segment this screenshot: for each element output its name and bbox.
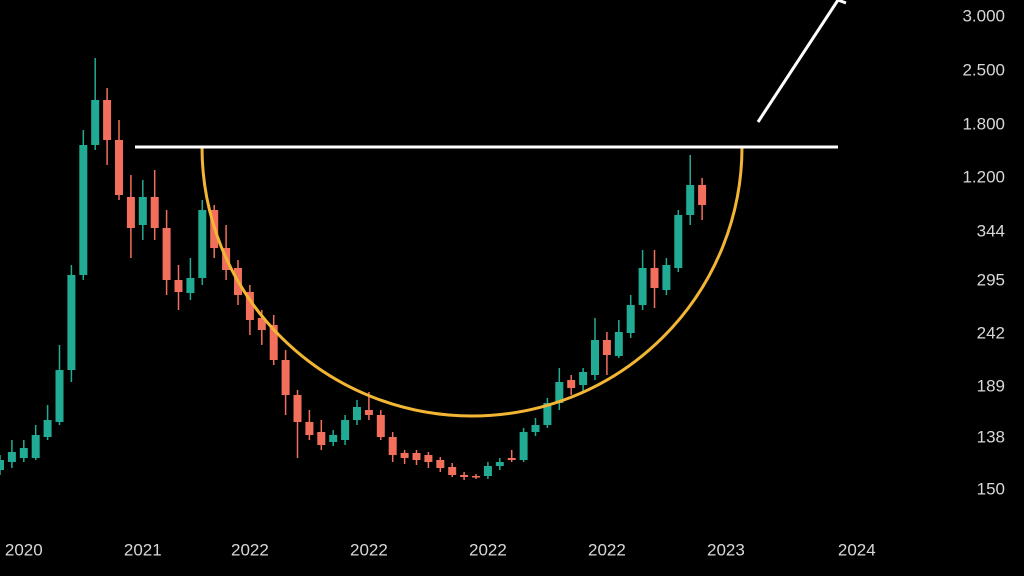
candle-body — [329, 435, 338, 442]
candle-body — [162, 228, 171, 280]
candle-body — [305, 422, 314, 435]
x-tick-label: 2022 — [588, 540, 626, 559]
y-tick-label: 295 — [977, 270, 1005, 289]
candle-body — [650, 268, 659, 288]
candle-body — [150, 197, 159, 228]
candle-body — [543, 403, 552, 425]
candle-body — [388, 437, 397, 455]
x-tick-label: 2022 — [469, 540, 507, 559]
y-tick-label: 242 — [977, 323, 1005, 342]
candle-body — [674, 215, 683, 268]
x-tick-label: 2021 — [124, 540, 162, 559]
x-tick-label: 2020 — [5, 540, 43, 559]
y-tick-label: 150 — [977, 479, 1005, 498]
candle-body — [483, 466, 492, 476]
candle-body — [626, 305, 635, 333]
candle-body — [638, 268, 647, 305]
candle-body — [43, 420, 52, 437]
candle-body — [79, 145, 88, 275]
y-tick-label: 138 — [977, 427, 1005, 446]
candle-body — [55, 370, 64, 422]
candle-body — [698, 185, 707, 205]
candle-body — [567, 380, 576, 388]
candle-body — [293, 395, 302, 422]
y-tick-label: 189 — [977, 376, 1005, 395]
candle-body — [472, 476, 480, 478]
candles — [0, 58, 707, 480]
x-tick-label: 2023 — [707, 540, 745, 559]
candle-body — [7, 452, 16, 462]
candle-body — [19, 448, 28, 458]
candle-body — [269, 325, 278, 360]
candle-body — [103, 100, 112, 140]
candle-body — [0, 460, 4, 470]
candle-body — [495, 462, 504, 466]
candle-body — [400, 453, 409, 458]
y-tick-label: 1.200 — [962, 167, 1005, 186]
candle-body — [412, 453, 421, 460]
y-tick-label: 344 — [977, 221, 1005, 240]
candle-body — [507, 458, 516, 460]
y-tick-label: 1.800 — [962, 114, 1005, 133]
cup-curve — [200, 146, 744, 418]
candle-body — [174, 280, 183, 292]
candle-body — [31, 435, 40, 458]
breakout-arrow — [756, 0, 840, 123]
candle-body — [686, 185, 695, 215]
candle-body — [341, 420, 350, 440]
candle-body — [531, 425, 540, 432]
y-tick-label: 2.500 — [962, 60, 1005, 79]
candle-body — [376, 415, 385, 437]
candle-body — [257, 318, 266, 330]
x-tick-label: 2024 — [838, 540, 876, 559]
candle-body — [186, 278, 195, 293]
candle-body — [91, 100, 100, 145]
candle-body — [602, 340, 611, 355]
candle-body — [579, 372, 588, 385]
candle-body — [281, 360, 290, 395]
candle-body — [245, 292, 254, 320]
y-tick-label: 3.000 — [962, 6, 1005, 25]
x-tick-label: 2022 — [231, 540, 269, 559]
x-tick-label: 2022 — [350, 540, 388, 559]
arrow-head — [837, 0, 847, 5]
candle-body — [614, 332, 623, 356]
candle-body — [353, 407, 361, 420]
candle-body — [448, 467, 457, 475]
candle-body — [436, 460, 445, 468]
candle-body — [519, 432, 528, 460]
candle-body — [126, 197, 135, 228]
candle-body — [662, 265, 671, 290]
candle-body — [460, 475, 469, 477]
candle-body — [115, 140, 123, 195]
candle-body — [67, 275, 76, 370]
candle-body — [138, 197, 147, 225]
candle-body — [364, 410, 373, 415]
candle-body — [317, 432, 326, 445]
candle-body — [424, 455, 433, 462]
candle-body — [198, 210, 207, 278]
candle-body — [591, 340, 599, 375]
candle-body — [555, 382, 564, 403]
